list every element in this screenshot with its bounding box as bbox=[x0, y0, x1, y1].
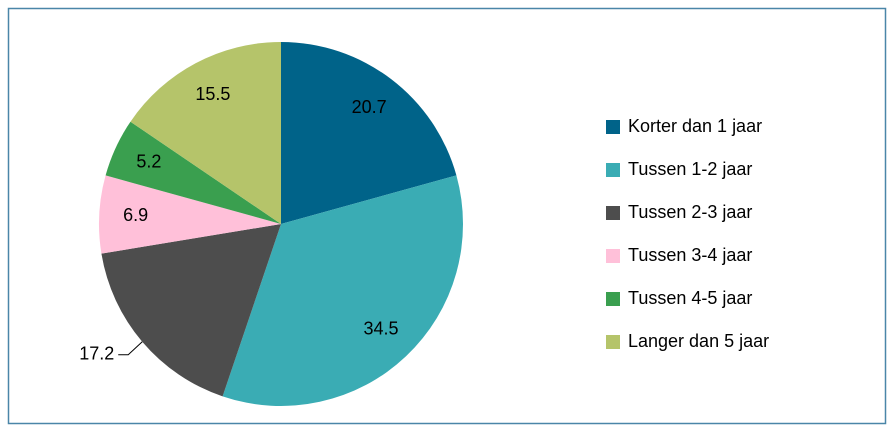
data-label: 6.9 bbox=[123, 205, 148, 225]
data-label: 20.7 bbox=[352, 97, 387, 117]
data-label: 5.2 bbox=[136, 152, 161, 172]
data-label: 15.5 bbox=[195, 84, 230, 104]
legend-swatch bbox=[606, 163, 620, 177]
legend-label: Tussen 3-4 jaar bbox=[628, 245, 752, 265]
pie-slice bbox=[98, 175, 281, 254]
legend-label: Tussen 1-2 jaar bbox=[628, 159, 752, 179]
legend-label: Korter dan 1 jaar bbox=[628, 116, 762, 136]
legend-label: Langer dan 5 jaar bbox=[628, 331, 769, 351]
legend-swatch bbox=[606, 292, 620, 306]
legend-swatch bbox=[606, 335, 620, 349]
legend-swatch bbox=[606, 249, 620, 263]
legend-swatch bbox=[606, 120, 620, 134]
pie-slice bbox=[130, 42, 281, 224]
pie-slice bbox=[281, 42, 457, 224]
leader-line bbox=[118, 341, 143, 356]
data-label: 34.5 bbox=[363, 319, 398, 339]
legend-label: Tussen 2-3 jaar bbox=[628, 202, 752, 222]
legend-swatch bbox=[606, 206, 620, 220]
legend-label: Tussen 4-5 jaar bbox=[628, 288, 752, 308]
pie-slice bbox=[105, 121, 281, 224]
pie-slice bbox=[222, 175, 463, 407]
pie-slice bbox=[101, 224, 281, 397]
data-label: 17.2 bbox=[79, 344, 114, 364]
